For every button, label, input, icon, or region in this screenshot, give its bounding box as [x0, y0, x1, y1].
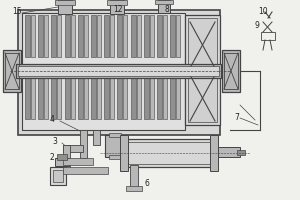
Bar [22, 75, 185, 130]
Text: 15: 15 [12, 6, 22, 16]
Bar [176, 77, 180, 119]
Text: 2: 2 [50, 152, 54, 162]
Bar [93, 130, 100, 145]
Bar [53, 170, 63, 182]
Bar [63, 158, 93, 165]
Bar [63, 145, 70, 170]
Bar [64, 15, 70, 57]
Bar [157, 15, 162, 57]
Bar [109, 133, 121, 137]
Bar [63, 167, 108, 174]
Text: 6: 6 [145, 178, 149, 188]
Bar [63, 145, 83, 152]
Text: 8: 8 [165, 4, 170, 14]
Bar [64, 77, 70, 119]
Bar [80, 130, 87, 158]
Bar [107, 0, 127, 5]
Bar [185, 15, 220, 125]
Bar [170, 15, 175, 57]
Bar [170, 77, 175, 119]
Text: 9: 9 [255, 21, 260, 29]
Text: 3: 3 [52, 136, 57, 146]
Bar [44, 15, 48, 57]
Bar [130, 165, 138, 190]
Bar [136, 15, 141, 57]
Bar [163, 77, 167, 119]
Bar [117, 15, 122, 57]
Bar [70, 77, 75, 119]
Bar [25, 77, 30, 119]
Bar [31, 77, 35, 119]
Bar [97, 15, 101, 57]
Bar [44, 77, 48, 119]
Bar [84, 15, 88, 57]
Bar [176, 15, 180, 57]
Text: 4: 4 [50, 114, 54, 123]
Bar [57, 15, 62, 57]
Bar [91, 15, 96, 57]
Bar [18, 66, 219, 76]
Text: 7: 7 [235, 114, 239, 122]
Bar [163, 15, 167, 57]
Bar [105, 135, 125, 157]
Bar [157, 77, 162, 119]
Text: 10: 10 [258, 6, 268, 16]
Bar [97, 77, 101, 119]
Bar [123, 15, 128, 57]
Bar [150, 15, 154, 57]
Bar [125, 139, 215, 167]
Bar [110, 0, 124, 14]
Bar [155, 0, 173, 4]
Bar [51, 15, 56, 57]
Bar [104, 77, 109, 119]
Bar [110, 15, 114, 57]
Bar [188, 18, 217, 122]
Bar [18, 10, 220, 135]
Bar [126, 186, 142, 191]
Bar [150, 77, 154, 119]
Bar [78, 77, 83, 119]
Bar [130, 77, 136, 119]
Bar [109, 155, 121, 159]
Bar [222, 50, 240, 92]
Bar [38, 77, 43, 119]
Bar [5, 53, 19, 89]
Bar [104, 15, 109, 57]
Bar [128, 142, 212, 164]
Text: 12: 12 [113, 4, 123, 14]
Bar [58, 0, 72, 14]
Bar [91, 77, 96, 119]
Bar [136, 77, 141, 119]
Bar [57, 77, 62, 119]
Bar [70, 15, 75, 57]
Bar [38, 15, 43, 57]
Bar [51, 77, 56, 119]
Bar [84, 77, 88, 119]
Bar [158, 0, 170, 13]
Bar [261, 32, 275, 40]
Bar [120, 135, 128, 171]
Bar [110, 77, 114, 119]
Bar [3, 50, 21, 92]
Bar [57, 154, 67, 160]
Bar [50, 167, 66, 185]
Bar [144, 15, 149, 57]
Bar [22, 13, 185, 68]
Bar [55, 158, 69, 166]
Bar [224, 53, 238, 89]
Bar [210, 135, 218, 171]
Bar [78, 15, 83, 57]
Bar [55, 0, 75, 5]
Bar [25, 15, 30, 57]
Bar [117, 77, 122, 119]
Bar [123, 77, 128, 119]
Bar [31, 15, 35, 57]
Bar [130, 15, 136, 57]
Bar [144, 77, 149, 119]
Bar [218, 147, 240, 157]
Bar [237, 150, 245, 155]
Bar [16, 64, 221, 78]
